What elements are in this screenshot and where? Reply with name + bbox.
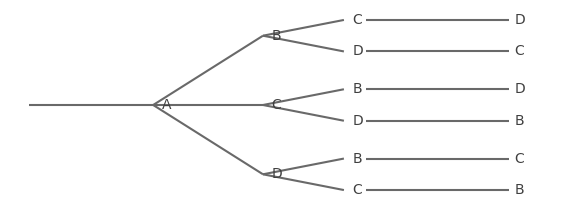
Text: D: D	[272, 167, 283, 181]
Text: A: A	[162, 98, 171, 112]
Text: B: B	[353, 82, 362, 96]
Text: D: D	[353, 114, 364, 128]
Text: C: C	[353, 183, 362, 197]
Text: D: D	[514, 13, 525, 27]
Text: B: B	[514, 183, 524, 197]
Text: B: B	[272, 29, 281, 43]
Text: B: B	[514, 114, 524, 128]
Text: B: B	[353, 152, 362, 165]
Text: C: C	[514, 152, 524, 165]
Text: D: D	[514, 82, 525, 96]
Text: C: C	[272, 98, 281, 112]
Text: D: D	[353, 45, 364, 58]
Text: C: C	[514, 45, 524, 58]
Text: C: C	[353, 13, 362, 27]
